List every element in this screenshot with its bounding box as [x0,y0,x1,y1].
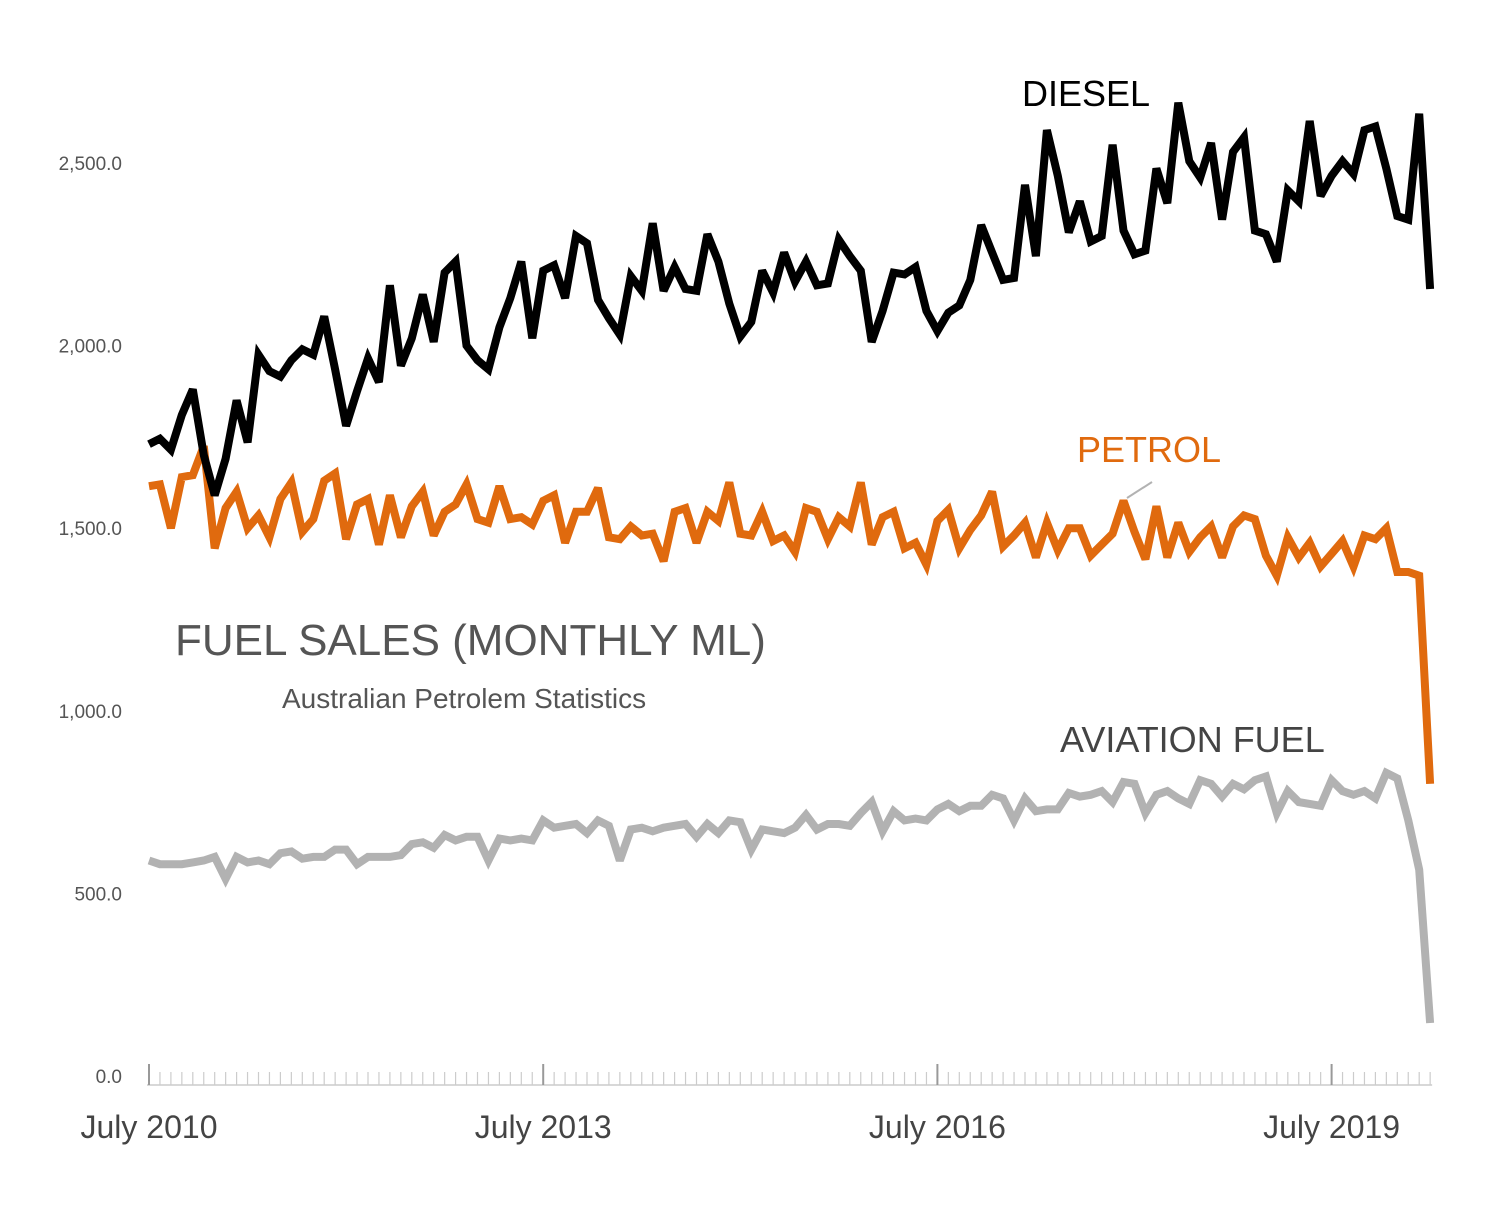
series-label-aviation-fuel: AVIATION FUEL [1060,719,1325,760]
series-line-diesel [147,101,1435,497]
y-axis: 0.0 500.0 1,000.0 1,500.0 2,000.0 2,500.0 [59,154,122,1088]
y-tick-label: 2,000.0 [59,337,122,358]
series-line-petrol [148,444,1435,785]
x-tick-label: July 2016 [869,1109,1006,1145]
series-lines [147,101,1435,1024]
y-tick-label: 0.0 [96,1067,122,1088]
chart-subtitle: Australian Petrolem Statistics [282,683,646,714]
chart-title: FUEL SALES (MONTHLY ML) [175,616,766,665]
series-label-petrol: PETROL [1077,429,1221,470]
y-tick-label: 1,500.0 [59,519,122,540]
x-tick-label: July 2013 [475,1109,612,1145]
x-tick-label: July 2019 [1263,1109,1400,1145]
series-line-aviation-fuel [147,767,1435,1024]
series-label-diesel: DIESEL [1022,73,1150,114]
x-tick-label: July 2010 [81,1109,218,1145]
petrol-label-leader [1126,481,1153,499]
y-tick-label: 1,000.0 [59,702,122,723]
x-axis: July 2010 July 2013 July 2016 July 2019 [81,1064,1433,1145]
y-tick-label: 500.0 [74,884,122,905]
y-tick-label: 2,500.0 [59,154,122,175]
